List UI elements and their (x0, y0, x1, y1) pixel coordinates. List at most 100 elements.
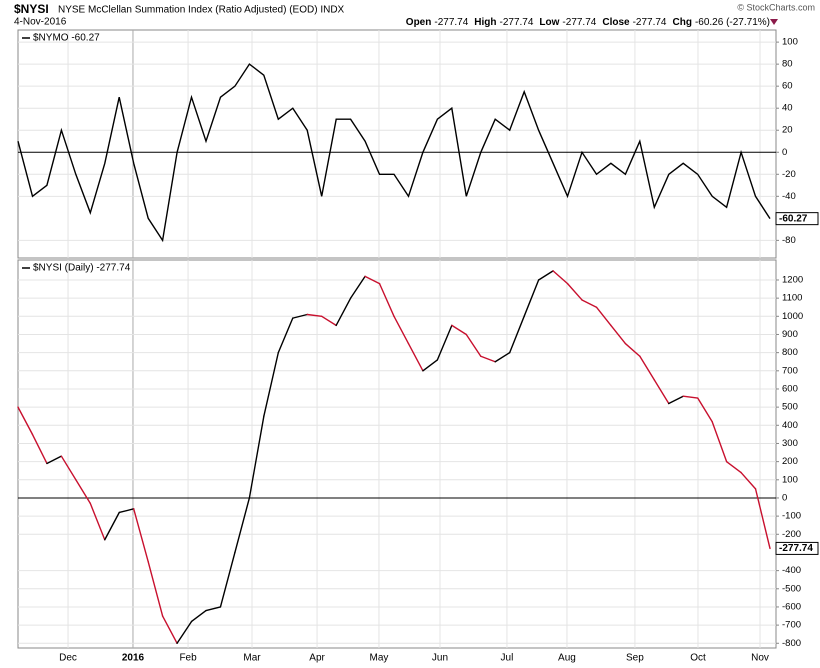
x-tick-label: Mar (243, 653, 261, 664)
line-segment (60, 455, 77, 481)
line-segment (17, 406, 34, 436)
y-tick-label: 500 (782, 402, 798, 413)
line-segment (480, 355, 496, 363)
line-segment (696, 397, 713, 423)
date: 4-Nov-2016 (14, 17, 67, 28)
x-tick-label: Sep (626, 653, 644, 664)
y-tick-label: -80 (782, 235, 796, 246)
x-tick-label: May (370, 653, 389, 664)
line-segment (104, 511, 120, 541)
line-segment (523, 279, 540, 318)
quote-label: Chg (673, 17, 692, 28)
x-tick-label: Dec (59, 653, 77, 664)
line-segment (248, 415, 265, 499)
line-segment (508, 315, 525, 354)
quote-value: -277.74 (633, 17, 667, 28)
y-tick-label: 80 (782, 59, 793, 70)
quote-value: -277.74 (500, 17, 534, 28)
y-tick-label: 20 (782, 125, 793, 136)
y-tick-label: -400 (782, 565, 801, 576)
line-segment (610, 324, 627, 345)
y-tick-label: -100 (782, 511, 801, 522)
quote-value: -277.74 (434, 17, 468, 28)
y-tick-label: 200 (782, 456, 798, 467)
y-tick-label: 1200 (782, 274, 803, 285)
line-segment (292, 313, 308, 319)
quote-label: Low (539, 17, 559, 28)
line-segment (176, 620, 193, 644)
y-tick-label: 300 (782, 438, 798, 449)
line-segment (31, 433, 48, 465)
line-segment (205, 606, 222, 612)
y-tick-label: 1100 (782, 293, 802, 304)
line-segment (320, 315, 337, 327)
line-segment (118, 508, 135, 514)
last-value-label: -60.27 (779, 213, 808, 224)
line-segment (725, 460, 742, 474)
last-value-box (775, 541, 819, 555)
y-tick-label: -600 (782, 601, 801, 612)
quote-value: -60.26 (-27.71%) (695, 17, 770, 28)
line-segment (147, 560, 164, 617)
line-segment (190, 609, 207, 623)
legend-label: $NYMO -60.27 (33, 33, 100, 44)
y-tick-label: -20 (782, 169, 796, 180)
line-segment (494, 351, 511, 363)
quote-label: Close (602, 17, 630, 28)
line-segment (754, 488, 771, 550)
line-segment (422, 359, 439, 372)
line-segment (132, 508, 149, 563)
line-segment (595, 306, 612, 327)
y-tick-label: -800 (782, 638, 801, 649)
line-segment (653, 379, 670, 405)
x-tick-label: Jul (501, 653, 514, 664)
copyright: © StockCharts.com (737, 2, 815, 12)
line-segment (465, 333, 482, 357)
y-tick-label: 900 (782, 329, 798, 340)
x-tick-label: Aug (558, 653, 576, 664)
symbol: $NYSI (14, 2, 49, 16)
line-segment (552, 270, 569, 285)
line-segment (436, 324, 453, 361)
line-segment (75, 479, 92, 505)
x-tick-label: Oct (690, 653, 706, 664)
line-segment (451, 324, 468, 336)
y-tick-label: -200 (782, 529, 801, 540)
line-segment (349, 275, 366, 299)
quote: Open -277.74 High -277.74 Low -277.74 Close -27… (406, 17, 770, 28)
line-segment (682, 395, 699, 399)
y-tick-label: 100 (782, 37, 798, 48)
y-tick-label: 800 (782, 347, 798, 358)
x-tick-label: 2016 (122, 653, 145, 664)
y-tick-label: 40 (782, 103, 793, 114)
y-tick-label: 1000 (782, 311, 803, 322)
y-tick-label: 600 (782, 383, 798, 394)
description: NYSE McClellan Summation Index (Ratio Ad… (58, 5, 345, 16)
quote-label: High (474, 17, 496, 28)
line-segment (537, 270, 554, 281)
line-segment (277, 317, 294, 354)
x-tick-label: Apr (309, 653, 325, 664)
line-segment (668, 395, 684, 405)
line-segment (566, 282, 583, 301)
line-segment (306, 313, 323, 318)
line-segment (219, 551, 236, 608)
line-segment (393, 315, 410, 345)
line-segment (335, 297, 352, 327)
legend-label: $NYSI (Daily) -277.74 (33, 263, 131, 274)
y-tick-label: -500 (782, 583, 801, 594)
line-segment (639, 355, 656, 381)
quote-label: Open (406, 17, 432, 28)
line-segment (89, 502, 106, 541)
panel-frame (17, 29, 777, 259)
line-segment (407, 342, 424, 372)
line-segment (364, 275, 381, 285)
quote-value: -277.74 (562, 17, 596, 28)
line-segment (46, 455, 63, 465)
y-tick-label: -40 (782, 191, 796, 202)
line-segment (624, 342, 641, 357)
x-tick-label: Jun (432, 653, 448, 664)
y-tick-label: 100 (782, 474, 798, 485)
y-tick-label: -700 (782, 620, 801, 631)
